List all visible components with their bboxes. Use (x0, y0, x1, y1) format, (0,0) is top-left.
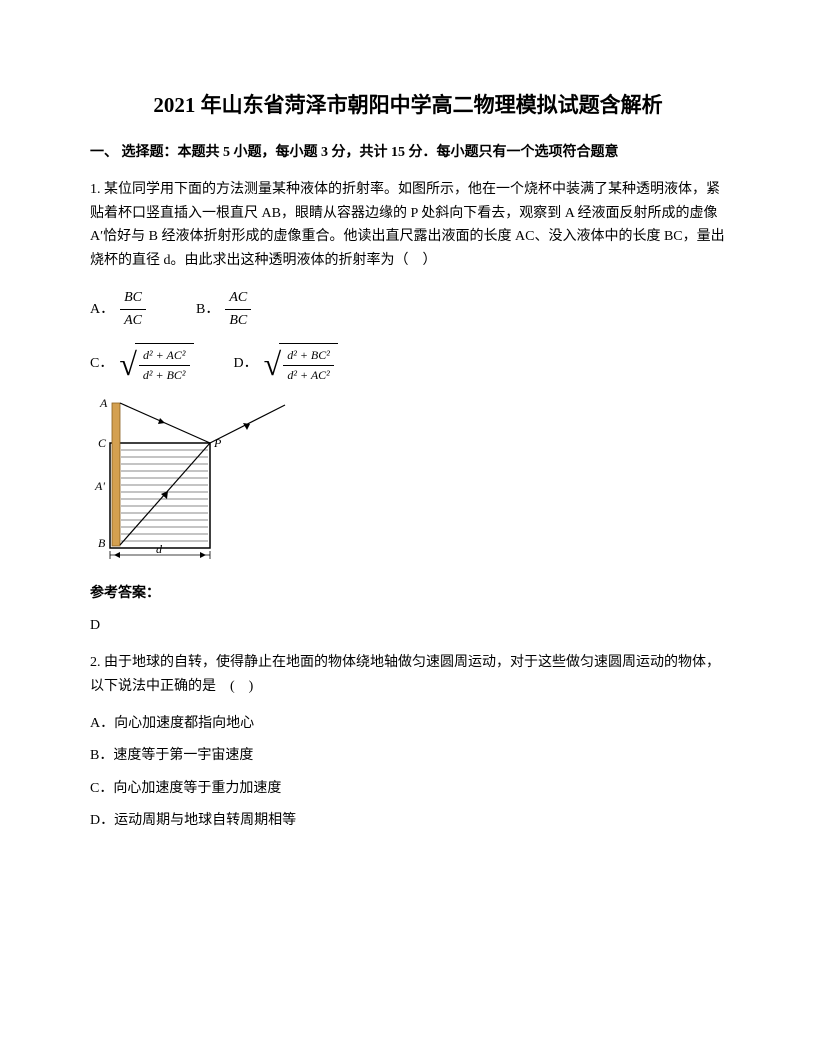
label-C: C (98, 436, 107, 450)
q1-optB-den: BC (225, 310, 251, 332)
q1-optB-num: AC (225, 287, 251, 310)
q1-optC-den: d² + BC² (139, 366, 190, 385)
page-title: 2021 年山东省菏泽市朝阳中学高二物理模拟试题含解析 (90, 90, 726, 122)
section-header: 一、 选择题：本题共 5 小题，每小题 3 分，共计 15 分．每小题只有一个选… (90, 142, 726, 164)
q1-answer-label: 参考答案： (90, 583, 726, 605)
q1-optA-num: BC (120, 287, 146, 310)
label-d: d (156, 542, 163, 556)
q2-optA: A．向心加速度都指向地心 (90, 713, 726, 735)
q1-optB-fraction: AC BC (225, 287, 251, 333)
q1-optD-num: d² + BC² (283, 346, 334, 366)
q1-answer: D (90, 615, 726, 637)
label-A: A (99, 396, 108, 410)
beaker-diagram-svg: A C A' B P d (90, 395, 290, 560)
label-P: P (213, 436, 222, 450)
label-B: B (98, 536, 106, 550)
q2-optB: B．速度等于第一宇宙速度 (90, 745, 726, 767)
q1-options-row-2: C． √ d² + AC² d² + BC² D． √ d² + BC² d² … (90, 343, 726, 385)
question-1-text: 1. 某位同学用下面的方法测量某种液体的折射率。如图所示，他在一个烧杯中装满了某… (90, 178, 726, 273)
q1-optC-label: C． (90, 353, 113, 375)
q1-optA-label: A． (90, 299, 114, 321)
q1-optC-sqrt: √ d² + AC² d² + BC² (119, 343, 193, 385)
q1-optB-label: B． (196, 299, 219, 321)
q1-optA-fraction: BC AC (120, 287, 146, 333)
q1-diagram: A C A' B P d (90, 395, 726, 568)
q2-optD: D．运动周期与地球自转周期相等 (90, 810, 726, 832)
q2-optC: C．向心加速度等于重力加速度 (90, 778, 726, 800)
q1-optD-den: d² + AC² (283, 366, 334, 385)
q1-options-row-1: A． BC AC B． AC BC (90, 287, 726, 333)
q1-optD-sqrt: √ d² + BC² d² + AC² (264, 343, 338, 385)
q1-optC-num: d² + AC² (139, 346, 190, 366)
question-2-text: 2. 由于地球的自转，使得静止在地面的物体绕地轴做匀速圆周运动，对于这些做匀速圆… (90, 651, 726, 699)
q1-optA-den: AC (120, 310, 146, 332)
q1-optD-label: D． (234, 353, 258, 375)
label-Aprime: A' (94, 479, 105, 493)
